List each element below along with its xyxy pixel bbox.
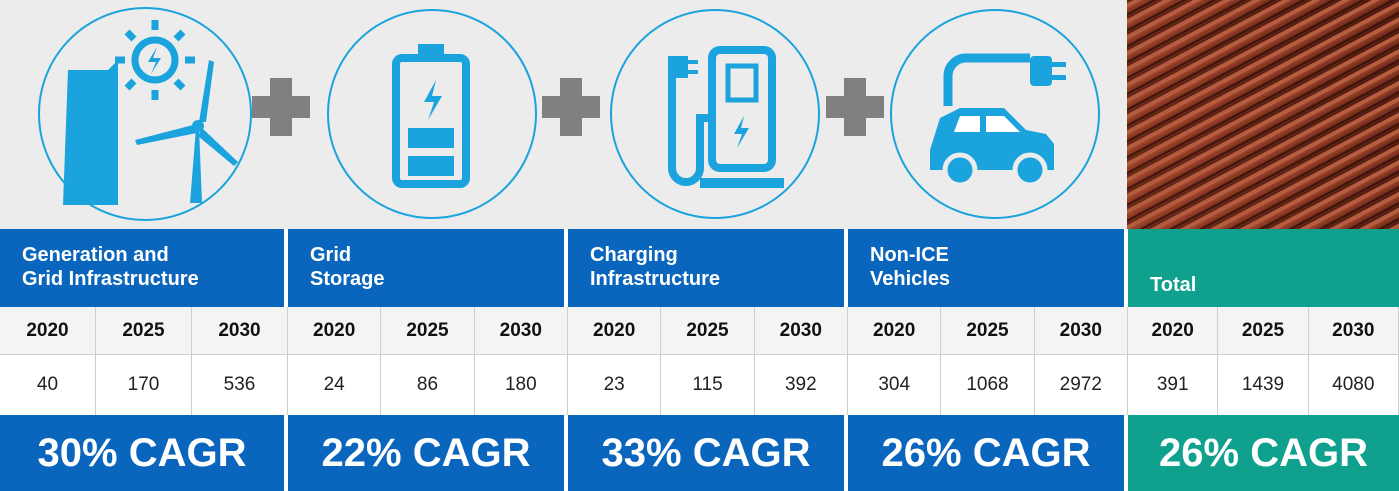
year-cell: 2020	[848, 307, 941, 355]
value-cell: 40	[0, 355, 96, 415]
header-line: Vehicles	[870, 267, 1124, 291]
value-cell: 115	[661, 355, 754, 415]
header-line: Total	[1150, 273, 1399, 297]
header-line: Generation and	[22, 243, 284, 267]
year-cell: 2025	[381, 307, 474, 355]
year-cell: 2020	[1128, 307, 1218, 355]
icon-band	[0, 0, 1399, 229]
header-line: Grid	[310, 243, 564, 267]
year-cell: 2025	[96, 307, 192, 355]
header-line: Non-ICE	[870, 243, 1124, 267]
copper-photo	[1127, 0, 1399, 229]
year-cell: 2025	[941, 307, 1034, 355]
cagr-label: 33% CAGR	[568, 415, 844, 491]
header-line: Charging	[590, 243, 844, 267]
year-cell: 2025	[1218, 307, 1308, 355]
year-cell: 2020	[568, 307, 661, 355]
year-cell: 2025	[661, 307, 754, 355]
value-cell: 392	[755, 355, 848, 415]
value-cell: 23	[568, 355, 661, 415]
value-cell: 4080	[1309, 355, 1399, 415]
group-header: Total	[1128, 229, 1399, 307]
year-cell: 2020	[0, 307, 96, 355]
cagr-label: 30% CAGR	[0, 415, 284, 491]
year-cell: 2030	[755, 307, 848, 355]
value-cell: 2972	[1035, 355, 1128, 415]
cagr-label: 22% CAGR	[288, 415, 564, 491]
year-cell: 2030	[1035, 307, 1128, 355]
header-line: Grid Infrastructure	[22, 267, 284, 291]
cagr-label: 26% CAGR	[1128, 415, 1399, 491]
value-cell: 1439	[1218, 355, 1308, 415]
year-cell: 2020	[288, 307, 381, 355]
value-cell: 1068	[941, 355, 1034, 415]
header-line: Storage	[310, 267, 564, 291]
value-cell: 24	[288, 355, 381, 415]
year-cell: 2030	[1309, 307, 1399, 355]
value-cell: 391	[1128, 355, 1218, 415]
cagr-label: 26% CAGR	[848, 415, 1124, 491]
value-cell: 536	[192, 355, 288, 415]
year-cell: 2030	[192, 307, 288, 355]
value-cell: 304	[848, 355, 941, 415]
value-cell: 180	[475, 355, 568, 415]
year-cell: 2030	[475, 307, 568, 355]
value-cell: 86	[381, 355, 474, 415]
header-line: Infrastructure	[590, 267, 844, 291]
value-cell: 170	[96, 355, 192, 415]
infographic: Generation andGrid Infrastructure2020402…	[0, 0, 1399, 491]
